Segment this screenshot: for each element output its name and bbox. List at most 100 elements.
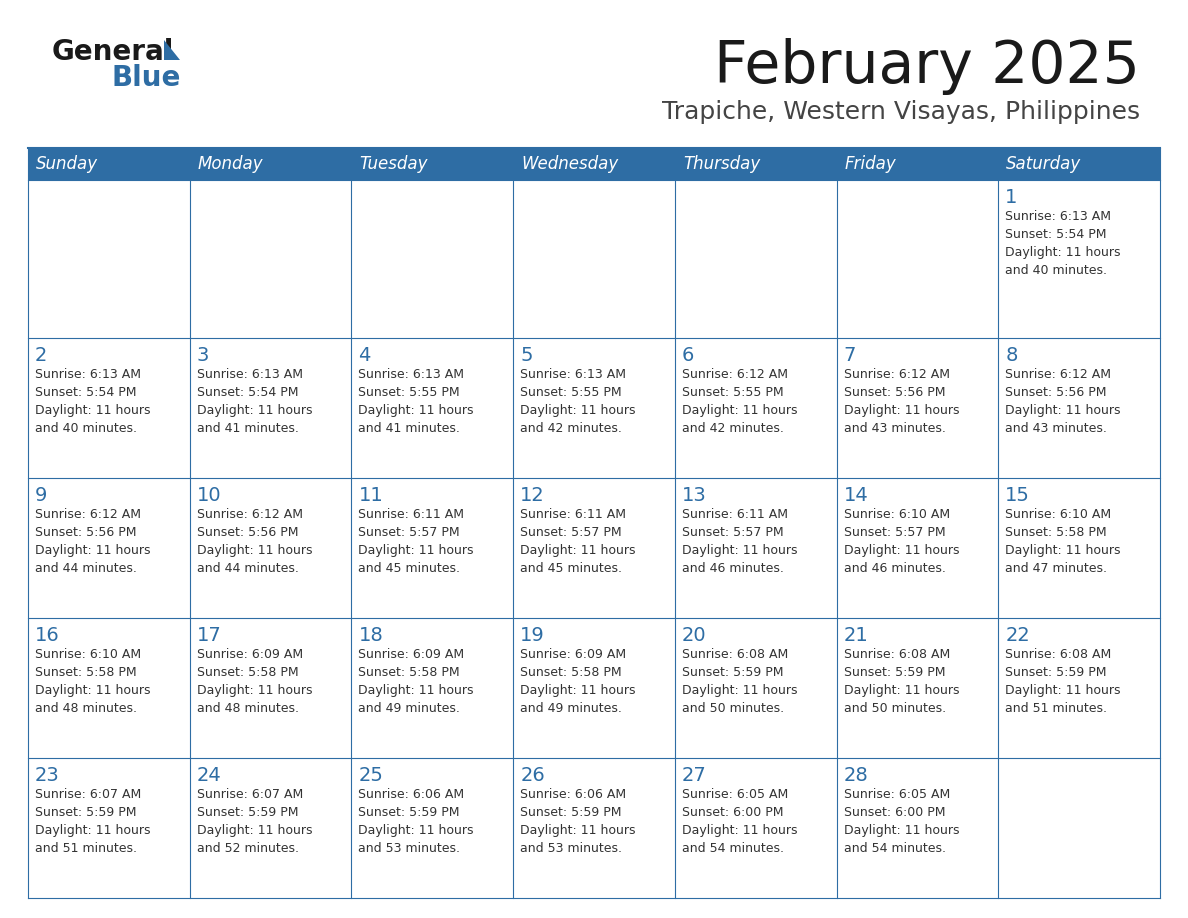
Text: 5: 5 [520,346,532,365]
Text: Sunset: 5:57 PM: Sunset: 5:57 PM [520,526,621,539]
Text: Sunset: 5:57 PM: Sunset: 5:57 PM [682,526,783,539]
Text: 9: 9 [34,486,48,505]
FancyBboxPatch shape [29,758,190,898]
Text: Sunset: 5:58 PM: Sunset: 5:58 PM [1005,526,1107,539]
Text: Sunset: 5:58 PM: Sunset: 5:58 PM [197,666,298,679]
FancyBboxPatch shape [352,758,513,898]
Text: Sunset: 5:59 PM: Sunset: 5:59 PM [359,806,460,819]
Text: Sunrise: 6:12 AM: Sunrise: 6:12 AM [1005,368,1111,381]
Text: Sunrise: 6:13 AM: Sunrise: 6:13 AM [34,368,141,381]
Text: 14: 14 [843,486,868,505]
Text: and 48 minutes.: and 48 minutes. [197,702,298,715]
Text: Sunrise: 6:09 AM: Sunrise: 6:09 AM [197,648,303,661]
FancyBboxPatch shape [29,478,190,618]
FancyBboxPatch shape [29,338,190,478]
Text: 6: 6 [682,346,694,365]
Text: Sunset: 5:56 PM: Sunset: 5:56 PM [843,386,946,399]
FancyBboxPatch shape [675,758,836,898]
Text: and 45 minutes.: and 45 minutes. [520,562,623,575]
FancyBboxPatch shape [675,338,836,478]
Text: 17: 17 [197,626,221,645]
Text: 26: 26 [520,766,545,785]
Text: February 2025: February 2025 [714,38,1140,95]
Text: and 51 minutes.: and 51 minutes. [34,842,137,855]
Text: Sunrise: 6:08 AM: Sunrise: 6:08 AM [1005,648,1112,661]
FancyBboxPatch shape [513,148,675,180]
Text: Sunset: 5:54 PM: Sunset: 5:54 PM [1005,228,1107,241]
FancyBboxPatch shape [352,618,513,758]
Text: Sunrise: 6:11 AM: Sunrise: 6:11 AM [520,508,626,521]
FancyBboxPatch shape [675,618,836,758]
Text: Sunset: 6:00 PM: Sunset: 6:00 PM [843,806,946,819]
Text: Sunrise: 6:13 AM: Sunrise: 6:13 AM [520,368,626,381]
Text: Sunrise: 6:12 AM: Sunrise: 6:12 AM [34,508,141,521]
FancyBboxPatch shape [998,338,1159,478]
Text: Sunset: 5:59 PM: Sunset: 5:59 PM [34,806,137,819]
Text: 28: 28 [843,766,868,785]
Text: Sunrise: 6:13 AM: Sunrise: 6:13 AM [1005,210,1111,223]
Text: 20: 20 [682,626,707,645]
FancyBboxPatch shape [675,148,836,180]
Text: 10: 10 [197,486,221,505]
Text: Sunset: 5:54 PM: Sunset: 5:54 PM [34,386,137,399]
FancyBboxPatch shape [29,148,190,180]
Text: and 54 minutes.: and 54 minutes. [682,842,784,855]
Text: 8: 8 [1005,346,1018,365]
Text: Daylight: 11 hours: Daylight: 11 hours [359,824,474,837]
Text: Daylight: 11 hours: Daylight: 11 hours [1005,684,1120,697]
FancyBboxPatch shape [836,618,998,758]
Text: 4: 4 [359,346,371,365]
Text: Sunrise: 6:13 AM: Sunrise: 6:13 AM [197,368,303,381]
Text: Sunrise: 6:06 AM: Sunrise: 6:06 AM [520,788,626,801]
Text: Sunrise: 6:08 AM: Sunrise: 6:08 AM [843,648,950,661]
Text: Daylight: 11 hours: Daylight: 11 hours [1005,544,1120,557]
FancyBboxPatch shape [998,180,1159,338]
FancyBboxPatch shape [29,618,190,758]
FancyBboxPatch shape [836,338,998,478]
FancyBboxPatch shape [513,338,675,478]
Text: Sunset: 5:57 PM: Sunset: 5:57 PM [843,526,946,539]
FancyBboxPatch shape [675,180,836,338]
Text: Daylight: 11 hours: Daylight: 11 hours [682,824,797,837]
Text: 23: 23 [34,766,59,785]
Text: Daylight: 11 hours: Daylight: 11 hours [843,544,959,557]
Text: Friday: Friday [845,155,896,173]
Text: Daylight: 11 hours: Daylight: 11 hours [1005,246,1120,259]
Text: Daylight: 11 hours: Daylight: 11 hours [197,824,312,837]
Text: 7: 7 [843,346,855,365]
Text: and 50 minutes.: and 50 minutes. [682,702,784,715]
FancyBboxPatch shape [836,180,998,338]
Text: 13: 13 [682,486,707,505]
FancyBboxPatch shape [836,478,998,618]
Text: Sunset: 6:00 PM: Sunset: 6:00 PM [682,806,783,819]
Text: Sunset: 5:59 PM: Sunset: 5:59 PM [520,806,621,819]
FancyBboxPatch shape [190,478,352,618]
Text: Sunrise: 6:11 AM: Sunrise: 6:11 AM [682,508,788,521]
FancyBboxPatch shape [836,148,998,180]
Text: Sunset: 5:57 PM: Sunset: 5:57 PM [359,526,460,539]
Text: and 49 minutes.: and 49 minutes. [359,702,460,715]
Text: Monday: Monday [197,155,264,173]
Text: Daylight: 11 hours: Daylight: 11 hours [197,544,312,557]
Text: Sunset: 5:55 PM: Sunset: 5:55 PM [682,386,783,399]
Text: Daylight: 11 hours: Daylight: 11 hours [359,544,474,557]
Text: Sunset: 5:59 PM: Sunset: 5:59 PM [197,806,298,819]
Text: Sunrise: 6:07 AM: Sunrise: 6:07 AM [34,788,141,801]
Text: Daylight: 11 hours: Daylight: 11 hours [34,544,151,557]
Text: Sunrise: 6:12 AM: Sunrise: 6:12 AM [682,368,788,381]
Text: 21: 21 [843,626,868,645]
FancyBboxPatch shape [352,148,513,180]
Text: Saturday: Saturday [1006,155,1081,173]
Text: 18: 18 [359,626,384,645]
Text: Wednesday: Wednesday [522,155,619,173]
Text: 27: 27 [682,766,707,785]
Text: Thursday: Thursday [683,155,760,173]
Text: Sunrise: 6:11 AM: Sunrise: 6:11 AM [359,508,465,521]
Text: Sunset: 5:56 PM: Sunset: 5:56 PM [197,526,298,539]
Text: 15: 15 [1005,486,1030,505]
FancyBboxPatch shape [190,180,352,338]
FancyBboxPatch shape [513,758,675,898]
Text: 12: 12 [520,486,545,505]
Text: Sunset: 5:58 PM: Sunset: 5:58 PM [34,666,137,679]
FancyBboxPatch shape [352,478,513,618]
